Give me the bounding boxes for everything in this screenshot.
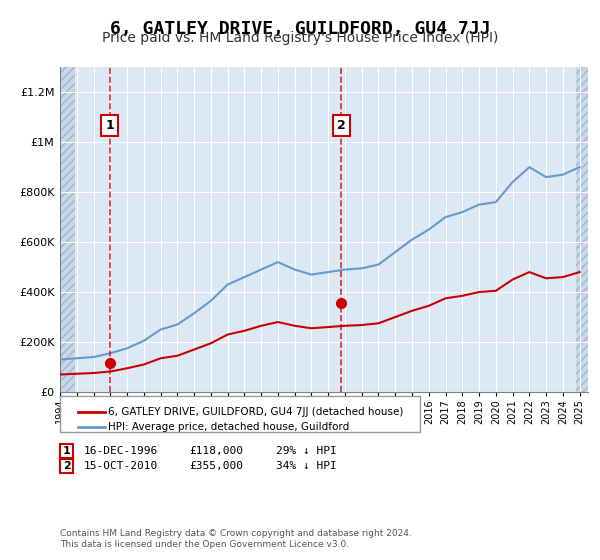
Text: 34% ↓ HPI: 34% ↓ HPI — [276, 461, 337, 471]
Text: £355,000: £355,000 — [189, 461, 243, 471]
Text: 2: 2 — [63, 461, 70, 471]
Bar — [576, 67, 588, 392]
Text: Contains HM Land Registry data © Crown copyright and database right 2024.
This d: Contains HM Land Registry data © Crown c… — [60, 529, 412, 549]
Text: 15-OCT-2010: 15-OCT-2010 — [84, 461, 158, 471]
Bar — [60, 67, 75, 392]
Text: 6, GATLEY DRIVE, GUILDFORD, GU4 7JJ (detached house): 6, GATLEY DRIVE, GUILDFORD, GU4 7JJ (det… — [108, 407, 403, 417]
Text: 1: 1 — [105, 119, 114, 132]
Text: HPI: Average price, detached house, Guildford: HPI: Average price, detached house, Guil… — [108, 422, 349, 432]
Text: 6, GATLEY DRIVE, GUILDFORD, GU4 7JJ: 6, GATLEY DRIVE, GUILDFORD, GU4 7JJ — [110, 20, 490, 38]
Text: 16-DEC-1996: 16-DEC-1996 — [84, 446, 158, 456]
Text: £118,000: £118,000 — [189, 446, 243, 456]
Text: Price paid vs. HM Land Registry's House Price Index (HPI): Price paid vs. HM Land Registry's House … — [102, 31, 498, 45]
Text: 1: 1 — [63, 446, 70, 456]
Text: 2: 2 — [337, 119, 346, 132]
Text: 29% ↓ HPI: 29% ↓ HPI — [276, 446, 337, 456]
